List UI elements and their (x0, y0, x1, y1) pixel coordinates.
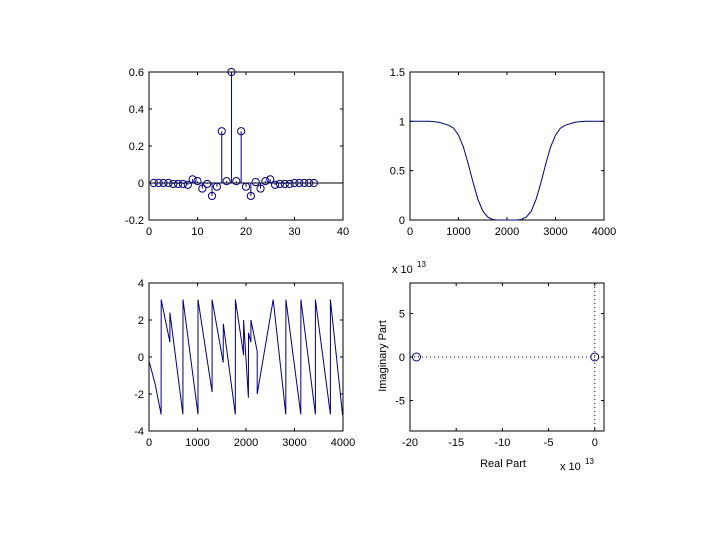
stem-marker (217, 127, 226, 136)
stem-marker (232, 177, 241, 186)
stem-marker (227, 67, 236, 77)
y-tick-label: -5 (395, 396, 405, 408)
y-tick-label: 0.2 (129, 141, 144, 153)
stem-marker (188, 175, 197, 184)
stem-marker (285, 179, 294, 189)
y-tick-label: 0.6 (129, 67, 144, 79)
y-tick-label: 0 (399, 352, 405, 364)
stem-marker (266, 175, 275, 184)
y-exponent: 13 (417, 260, 426, 269)
stem-marker (256, 184, 265, 193)
x-tick-label: 3000 (543, 226, 567, 238)
stem-marker (295, 178, 304, 188)
stem-marker (183, 180, 192, 189)
x-tick-label: 1000 (185, 437, 209, 449)
x-tick-label: 0 (146, 226, 152, 238)
y-tick-label: -4 (134, 426, 144, 438)
x-tick-label: -5 (544, 437, 554, 449)
x-axis-label: Real Part (480, 458, 526, 470)
x-tick-label: 0 (407, 226, 413, 238)
stem-marker (309, 178, 318, 188)
y-tick-label: 0 (138, 178, 144, 190)
stem-marker (222, 177, 231, 186)
x-exponent: 13 (585, 457, 594, 466)
stem-marker (271, 180, 280, 189)
x-tick-label: -10 (494, 437, 510, 449)
stem-marker (261, 177, 270, 186)
stem-marker (304, 178, 314, 188)
stem-marker (207, 191, 217, 201)
y-tick-label: 2 (138, 315, 144, 327)
x-exponent-label: x 10 (560, 461, 581, 473)
x-tick-label: 20 (240, 226, 252, 238)
axes-frame (409, 71, 605, 221)
x-tick-label: 40 (337, 226, 349, 238)
stem-marker (193, 177, 202, 186)
y-tick-label: 4 (138, 278, 144, 290)
stem-marker (169, 179, 178, 189)
pole-zero-plot-bottom-right: Real Part Imaginary Part x 10 13 x 10 13… (377, 260, 605, 473)
y-tick-label: -0.2 (125, 215, 144, 227)
stem-marker (212, 182, 221, 191)
y-tick-label: 0 (138, 352, 144, 364)
x-tick-label: 2000 (234, 437, 258, 449)
stem-marker (178, 179, 188, 189)
stem-plot-top-left: 0 10 20 30 40-0.200.20.40.6 (125, 67, 349, 238)
stem-marker (237, 127, 246, 136)
series-line (410, 120, 604, 221)
stem-marker (198, 184, 207, 193)
x-tick-label: 2000 (495, 226, 519, 238)
zero-marker (590, 352, 600, 362)
stem-marker (154, 178, 163, 188)
stem-marker (174, 179, 183, 189)
x-tick-label: -15 (448, 437, 464, 449)
stem-marker (300, 178, 309, 188)
y-tick-label: 0.5 (390, 166, 405, 178)
y-exponent-label: x 10 (392, 264, 413, 276)
y-tick-label: 1.5 (390, 67, 405, 79)
x-tick-label: 4000 (331, 437, 355, 449)
stem-marker (164, 178, 173, 188)
series-line (149, 299, 343, 415)
y-tick-label: 1 (399, 116, 405, 128)
y-tick-label: 0 (399, 215, 405, 227)
axes-frame (148, 71, 344, 221)
stem-marker (159, 178, 168, 188)
stem-marker (246, 191, 255, 201)
stem-marker (149, 178, 158, 188)
phase-plot-bottom-left: 0 1000 2000 3000 4000 -4 -2 0 2 4 (134, 278, 355, 449)
line-plot-top-right: 0 1000 2000 3000 4000 0 0.5 1 1.5 (390, 67, 617, 238)
stem-marker (203, 179, 212, 189)
x-tick-label: 3000 (282, 437, 306, 449)
y-tick-label: 0.4 (129, 104, 144, 116)
stem-marker (241, 182, 251, 191)
y-tick-label: 5 (399, 308, 405, 320)
x-tick-label: 4000 (592, 226, 616, 238)
stem-marker (251, 177, 260, 187)
x-tick-label: 0 (146, 437, 152, 449)
x-tick-label: -20 (402, 437, 418, 449)
x-tick-label: 30 (288, 226, 300, 238)
stem-marker (275, 179, 285, 189)
y-tick-label: -2 (134, 389, 144, 401)
x-tick-label: 0 (592, 437, 598, 449)
x-tick-label: 10 (191, 226, 203, 238)
x-tick-label: 1000 (446, 226, 470, 238)
zero-marker (411, 352, 421, 362)
stem-marker (280, 179, 289, 189)
stem-marker (290, 178, 299, 188)
y-axis-label: Imaginary Part (377, 320, 389, 392)
